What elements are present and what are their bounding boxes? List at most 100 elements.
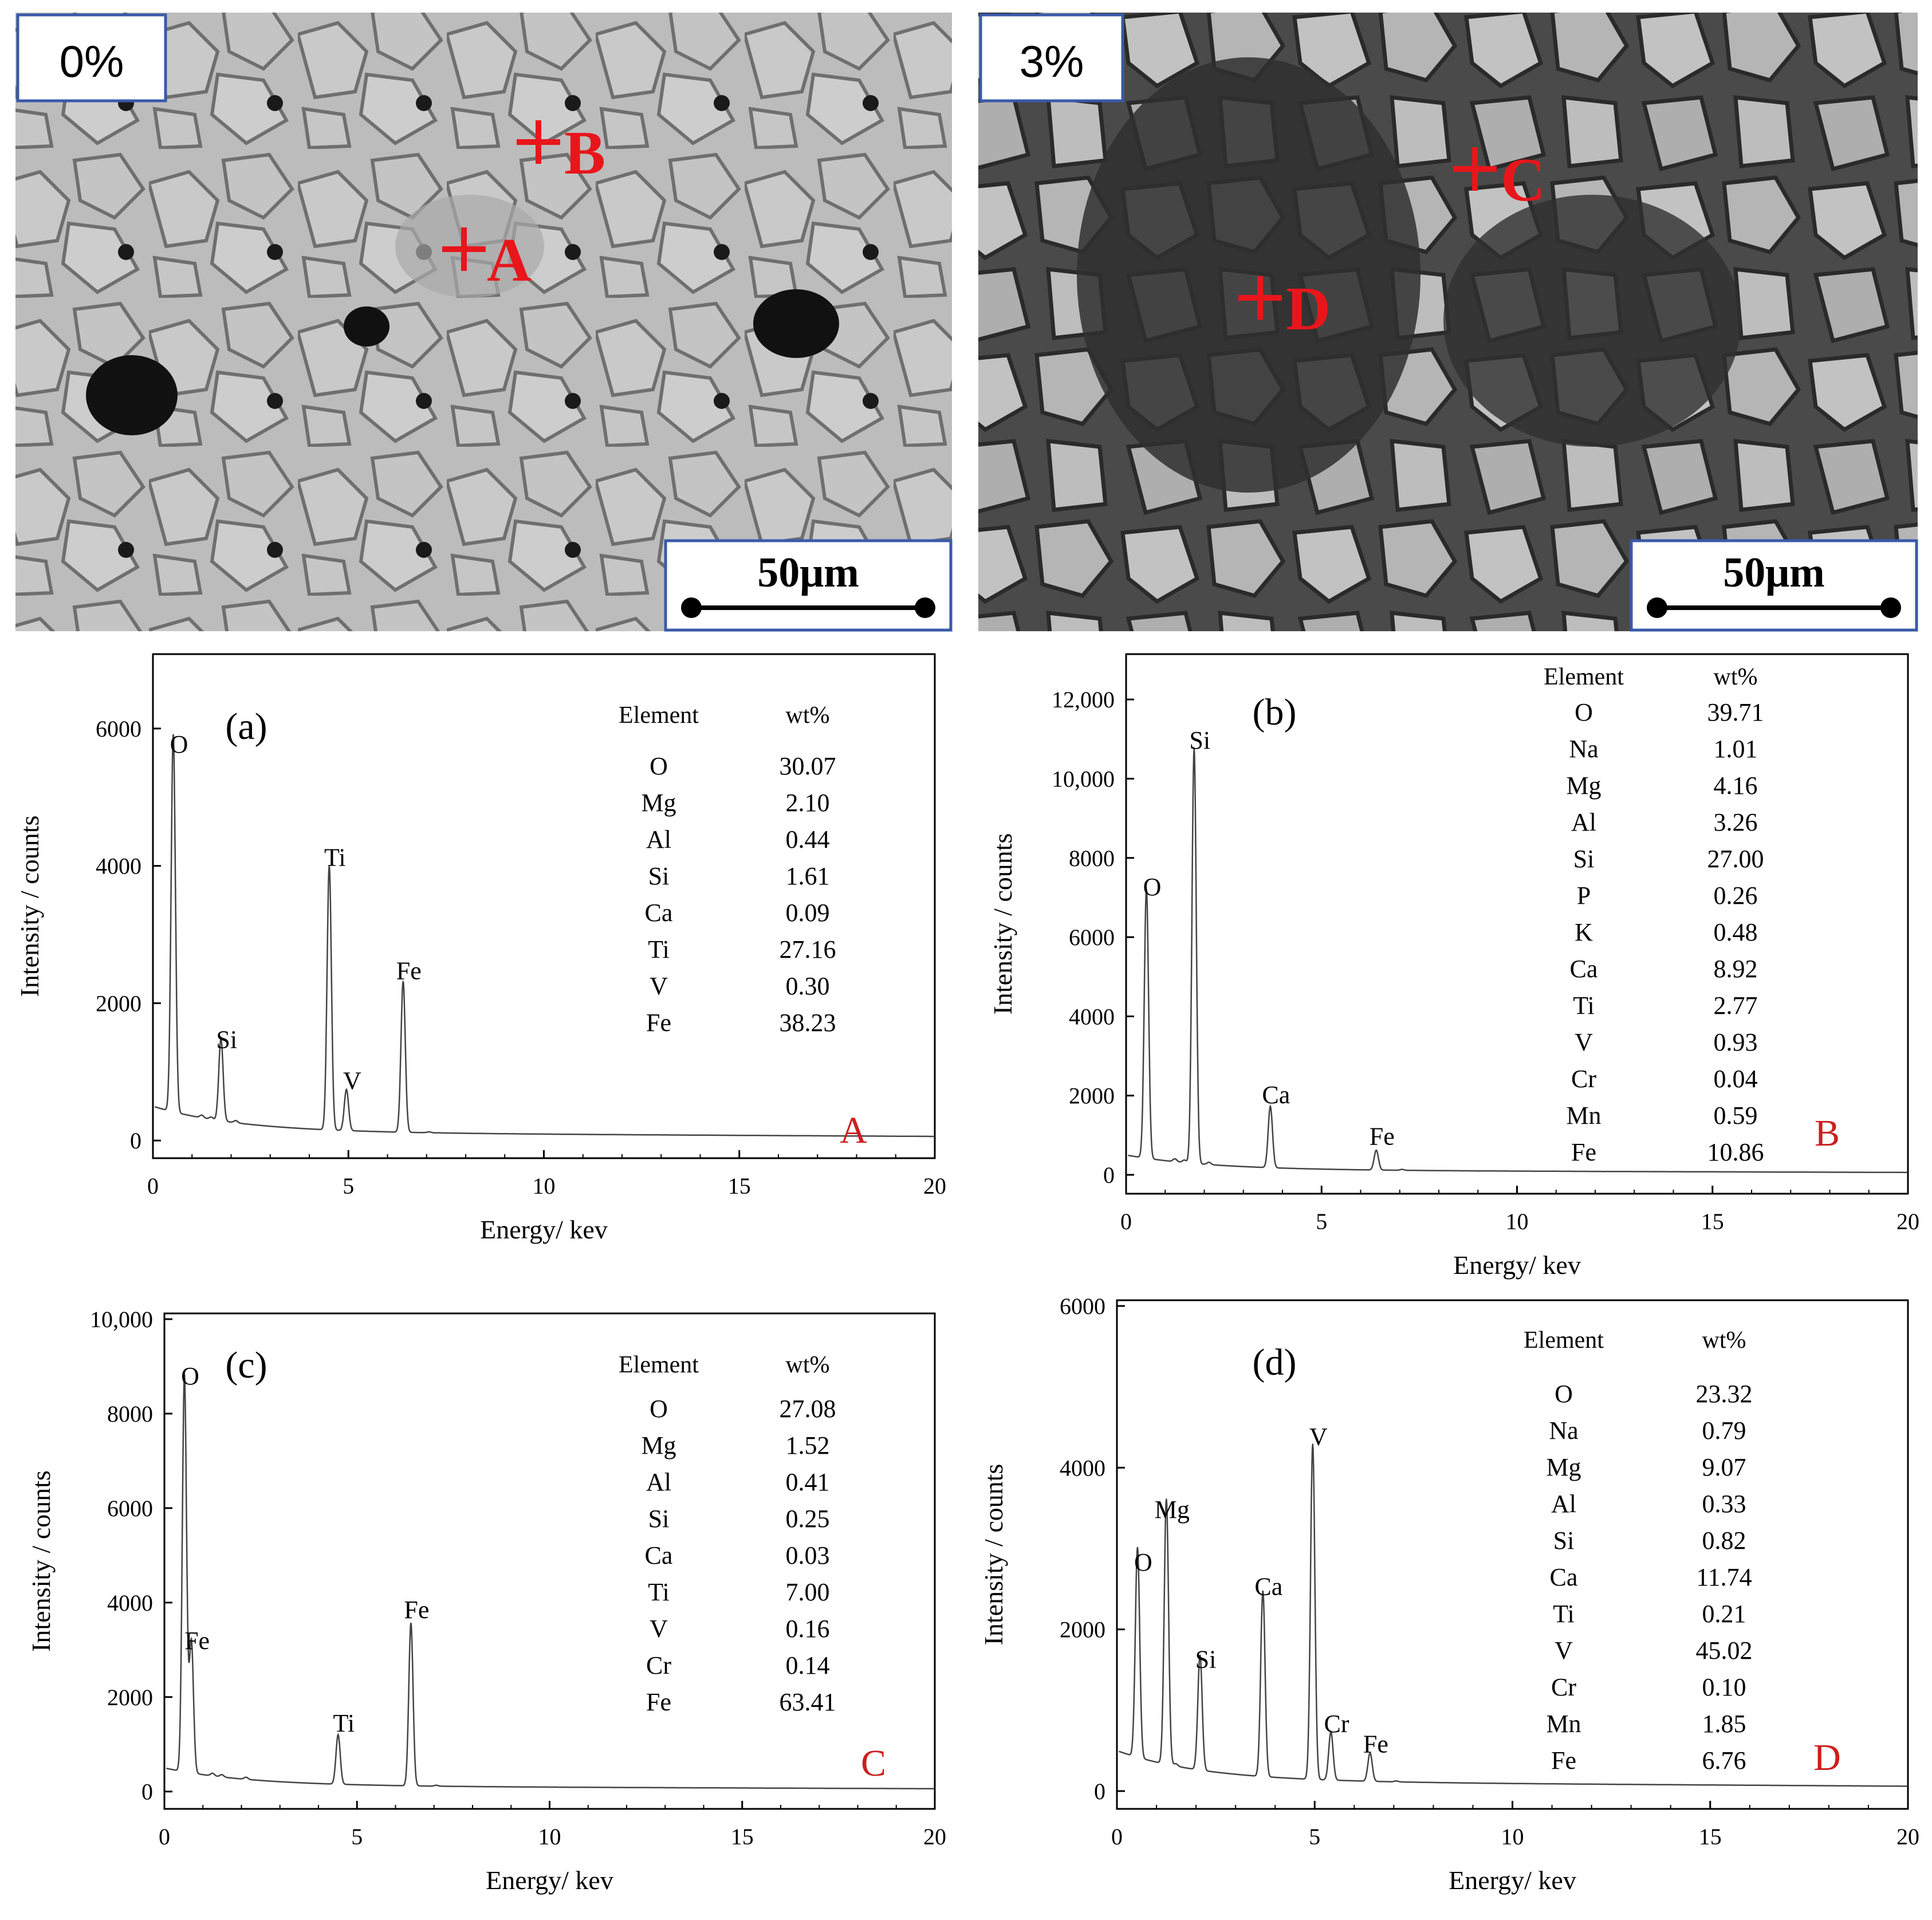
- analysis-point-D: D: [1238, 275, 1331, 343]
- table-cell-element: Ti: [648, 1578, 670, 1606]
- table-cell-wt: 0.25: [786, 1505, 830, 1533]
- sem-image-3pct: 3% 50μm C D: [978, 13, 1918, 632]
- point-label: C: [861, 1742, 886, 1784]
- y-tick-label: 2000: [1060, 1617, 1105, 1643]
- table-cell-element: O: [650, 752, 668, 780]
- y-tick-label: 4000: [107, 1590, 153, 1616]
- spectrum-line: [1119, 1443, 1908, 1787]
- table-cell-wt: 30.07: [780, 752, 836, 780]
- table-cell-wt: 0.33: [1702, 1490, 1746, 1518]
- table-cell-wt: 45.02: [1696, 1636, 1753, 1665]
- table-header-element: Element: [1544, 664, 1624, 690]
- x-tick-label: 15: [731, 1824, 754, 1850]
- scalebar-endpoint: [681, 597, 702, 618]
- plot-frame: [1125, 653, 1909, 1195]
- table-cell-wt: 23.32: [1696, 1380, 1753, 1408]
- panel-label: (a): [225, 706, 267, 747]
- plot-frame: [1116, 1299, 1909, 1810]
- analysis-point-A: A: [442, 226, 532, 294]
- table-cell-wt: 4.16: [1714, 772, 1758, 800]
- x-tick-label: 20: [923, 1824, 946, 1850]
- table-cell-wt: 11.74: [1696, 1563, 1752, 1591]
- table-cell-element: Cr: [1551, 1673, 1576, 1701]
- table-cell-element: O: [1575, 698, 1593, 726]
- peak-label-Ti: Ti: [324, 844, 346, 872]
- x-tick-label: 0: [1120, 1209, 1132, 1234]
- table-cell-element: Si: [648, 1505, 670, 1533]
- composition-table: Element wt% O 27.08 Mg 1.52 Al 0.41 Si 0.25 Ca 0.03…: [619, 1352, 836, 1716]
- y-tick-label: 8000: [107, 1401, 153, 1427]
- table-cell-element: Al: [1551, 1490, 1576, 1518]
- peak-label-Si: Si: [216, 1025, 237, 1053]
- table-cell-element: Fe: [1551, 1746, 1576, 1775]
- x-tick-label: 5: [343, 1173, 354, 1199]
- table-cell-element: Si: [1573, 845, 1595, 873]
- table-cell-wt: 0.79: [1702, 1417, 1746, 1445]
- table-cell-wt: 0.48: [1714, 918, 1758, 946]
- table-cell-element: Mn: [1566, 1101, 1601, 1130]
- x-axis-label: Energy/ kev: [1449, 1866, 1576, 1895]
- scalebar-label: 50μm: [1723, 549, 1825, 596]
- x-tick-label: 20: [923, 1173, 946, 1199]
- table-cell-wt: 0.09: [786, 899, 830, 927]
- peak-label-Cr: Cr: [1324, 1710, 1349, 1738]
- table-cell-element: Ca: [645, 899, 673, 927]
- y-tick-label: 12,000: [1052, 687, 1115, 713]
- table-header-element: Element: [619, 702, 699, 729]
- table-cell-wt: 0.21: [1702, 1600, 1746, 1628]
- table-cell-element: V: [1555, 1636, 1573, 1665]
- peak-label-Fe: Fe: [1363, 1730, 1388, 1758]
- peak-label-Fe: Fe: [184, 1627, 210, 1655]
- analysis-point-label: C: [1501, 146, 1545, 214]
- y-axis-label: Intensity / counts: [979, 1464, 1008, 1646]
- point-label: A: [840, 1109, 867, 1151]
- table-cell-element: O: [650, 1395, 668, 1423]
- table-cell-element: V: [1575, 1028, 1593, 1056]
- x-tick-label: 20: [1896, 1209, 1919, 1234]
- table-cell-element: V: [650, 972, 668, 1000]
- spectrum-line: [166, 1374, 935, 1790]
- table-cell-wt: 38.23: [780, 1009, 836, 1037]
- y-tick-label: 10,000: [90, 1307, 153, 1332]
- table-cell-element: Al: [646, 825, 671, 853]
- peak-label-O: O: [1134, 1548, 1152, 1576]
- table-cell-wt: 8.92: [1714, 955, 1758, 983]
- panel-label: (d): [1253, 1341, 1297, 1383]
- table-cell-element: Mg: [641, 789, 676, 817]
- table-cell-wt: 0.03: [786, 1541, 830, 1569]
- peak-label-Fe: Fe: [404, 1596, 429, 1624]
- x-tick-label: 10: [538, 1824, 561, 1850]
- table-cell-wt: 1.61: [786, 862, 830, 890]
- scalebar-endpoint: [1880, 597, 1901, 618]
- y-tick-label: 6000: [1060, 1293, 1105, 1319]
- composition-label: 3%: [1020, 36, 1084, 86]
- table-cell-element: Ti: [1573, 992, 1595, 1020]
- spectrum-line: [155, 734, 935, 1138]
- peak-label-O: O: [170, 730, 188, 758]
- composition-table: Element wt% O 30.07 Mg 2.10 Al 0.44 Si 1.61 Ca 0.09…: [619, 702, 836, 1037]
- table-cell-wt: 0.26: [1714, 882, 1758, 910]
- y-tick-label: 6000: [107, 1496, 153, 1521]
- table-cell-element: Cr: [646, 1651, 671, 1679]
- y-tick-label: 4000: [1069, 1004, 1115, 1029]
- table-cell-element: Fe: [646, 1009, 671, 1037]
- table-header-element: Element: [1524, 1327, 1604, 1354]
- table-cell-element: K: [1575, 918, 1593, 946]
- eds-spectrum-B: 0 5 10 15 20 0 2000 4000 6000 8000 10,000 12,000 Ene…: [988, 653, 1919, 1280]
- sem-image-0pct: 0% 50μm AB: [15, 13, 953, 632]
- x-tick-label: 10: [1506, 1209, 1529, 1234]
- x-tick-label: 15: [728, 1173, 751, 1199]
- dark-phase-region: [1077, 57, 1421, 493]
- y-tick-label: 6000: [96, 716, 141, 742]
- table-cell-wt: 0.41: [786, 1468, 830, 1496]
- table-cell-wt: 0.93: [1714, 1028, 1758, 1056]
- table-header-wt: wt%: [1714, 664, 1758, 690]
- table-cell-wt: 0.14: [786, 1651, 830, 1679]
- table-cell-wt: 9.07: [1702, 1453, 1746, 1481]
- table-cell-wt: 1.52: [786, 1431, 830, 1459]
- pore: [344, 306, 389, 347]
- y-tick-label: 2000: [96, 990, 141, 1016]
- composition-label-box: [16, 13, 167, 103]
- table-cell-wt: 2.77: [1714, 992, 1758, 1020]
